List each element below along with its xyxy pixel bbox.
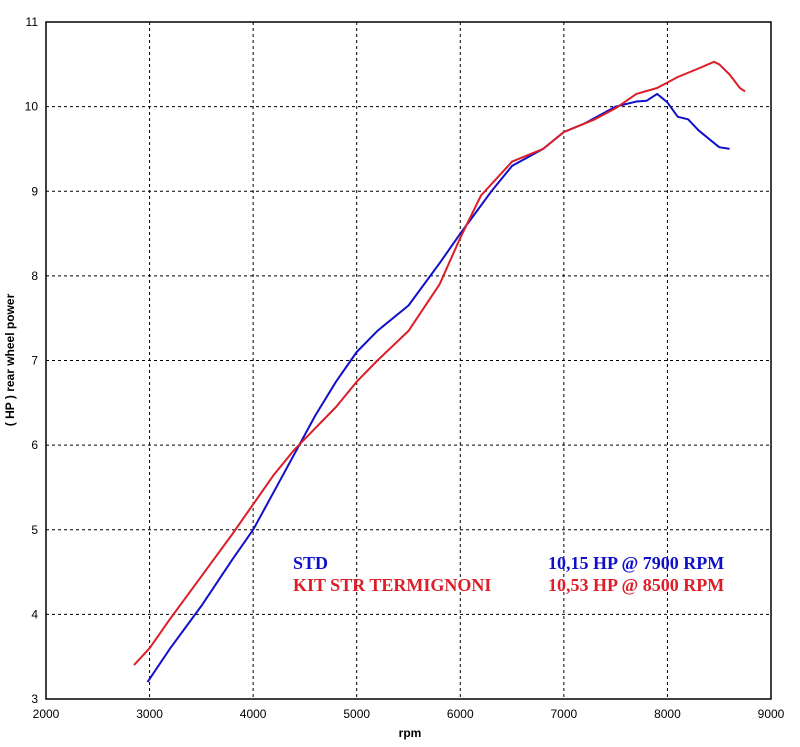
y-tick-label: 10: [25, 100, 39, 114]
y-tick-label: 7: [31, 354, 38, 368]
series-layer: [133, 60, 746, 683]
y-axis-label: ( HP ) rear wheel power: [3, 293, 17, 426]
y-tick-label: 4: [31, 607, 38, 621]
legend-peak-kit: 10,53 HP @ 8500 RPM: [548, 575, 724, 595]
y-tick-label: 6: [31, 438, 38, 452]
y-tick-label: 9: [31, 184, 38, 198]
y-tick-label: 3: [31, 692, 38, 706]
series-line-kit-str-termignoni: [133, 60, 746, 666]
x-tick-label: 9000: [758, 707, 785, 721]
plot-area-frame: [45, 21, 772, 700]
x-tick-label: 2000: [33, 707, 60, 721]
y-tick-label: 8: [31, 269, 38, 283]
x-axis-label: rpm: [399, 726, 422, 740]
y-tick-label: 11: [26, 15, 39, 29]
x-tick-label: 8000: [654, 707, 681, 721]
x-tick-label: 5000: [343, 707, 370, 721]
x-tick-label: 6000: [447, 707, 474, 721]
x-tick-label: 4000: [240, 707, 267, 721]
x-tick-label: 7000: [551, 707, 578, 721]
series-line-std: [146, 92, 730, 683]
x-axis-ticks: 2000 3000 4000 5000 6000 7000 8000 9000: [33, 707, 785, 721]
grid-lines: [46, 22, 771, 699]
legend-peak-std: 10,15 HP @ 7900 RPM: [548, 553, 724, 573]
legend-series-std: STD: [293, 553, 328, 573]
legend-series-kit: KIT STR TERMIGNONI: [293, 575, 491, 595]
x-tick-label: 3000: [136, 707, 163, 721]
y-tick-label: 5: [31, 523, 38, 537]
legend: STD 10,15 HP @ 7900 RPM KIT STR TERMIGNO…: [293, 553, 724, 595]
y-axis-ticks: 3 4 5 6 7 8 9 10 11: [25, 15, 39, 706]
